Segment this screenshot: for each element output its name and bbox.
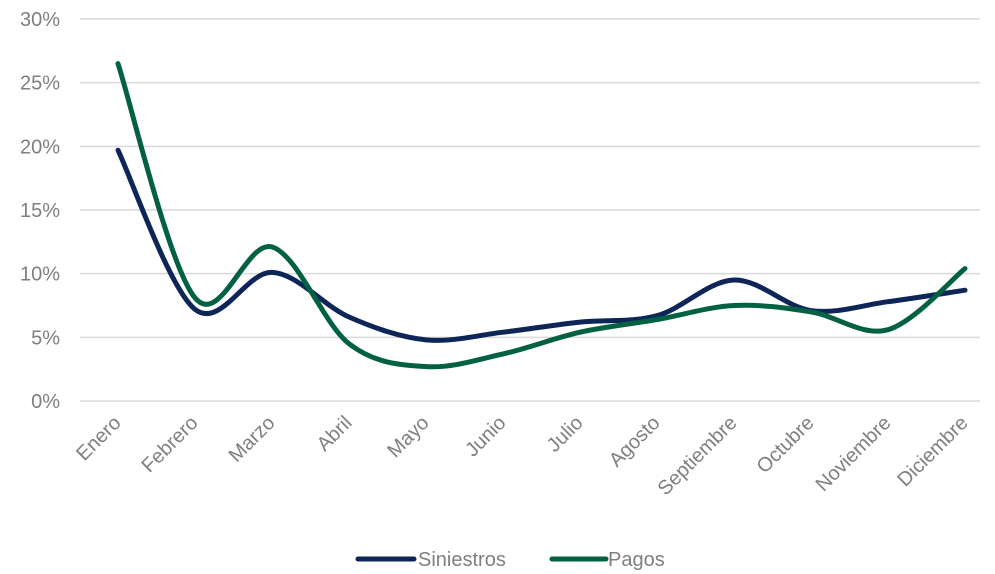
x-tick-label: Septiembre — [654, 412, 742, 500]
legend-label: Siniestros — [418, 549, 506, 571]
x-tick-label: Diciembre — [893, 412, 972, 491]
series-lines — [115, 61, 968, 370]
x-tick-label: Agosto — [605, 412, 665, 472]
legend: Siniestros Pagos — [355, 549, 665, 571]
x-tick-label: Mayo — [383, 412, 433, 462]
x-tick-label: Febrero — [137, 412, 202, 477]
y-axis-ticks: 0% 5% 10% 15% 20% 25% 30% — [20, 9, 60, 413]
series-line-siniestros — [115, 147, 968, 343]
y-tick-label: 20% — [20, 136, 60, 158]
x-tick-label: Noviembre — [812, 412, 896, 496]
y-tick-label: 10% — [20, 264, 60, 286]
x-tick-label: Marzo — [225, 412, 280, 467]
gridlines — [80, 18, 980, 402]
x-tick-label: Junio — [461, 412, 510, 461]
x-tick-label: Julio — [543, 412, 588, 457]
x-tick-label: Abril — [313, 412, 357, 456]
y-tick-label: 0% — [31, 391, 60, 413]
series-line-pagos — [115, 61, 968, 370]
y-tick-label: 25% — [20, 73, 60, 95]
legend-label: Pagos — [608, 549, 665, 571]
legend-item-pagos: Pagos — [549, 549, 665, 571]
y-tick-label: 15% — [20, 200, 60, 222]
y-tick-label: 30% — [20, 9, 60, 31]
legend-item-siniestros: Siniestros — [355, 549, 506, 571]
y-tick-label: 5% — [31, 327, 60, 349]
x-tick-label: Octubre — [753, 412, 819, 478]
x-tick-label: Enero — [72, 412, 125, 465]
x-axis-ticks: Enero Febrero Marzo Abril Mayo Junio Julio Agos… — [72, 412, 972, 500]
